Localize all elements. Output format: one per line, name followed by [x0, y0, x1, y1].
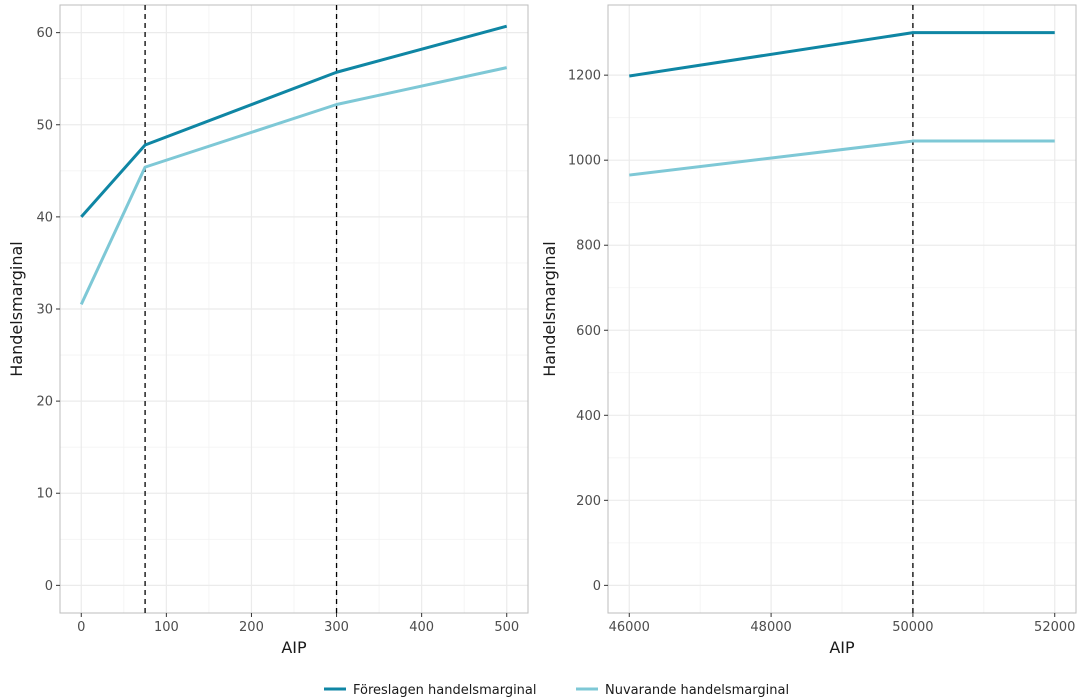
x-axis-title: AIP: [829, 638, 855, 657]
right-panel: 46000 48000 50000 52000 0 200 400 600 800 1000 120…: [540, 4, 1077, 657]
x-tick-label: 48000: [750, 620, 791, 635]
y-tick-label: 0: [593, 579, 601, 594]
y-tick-label: 0: [45, 579, 53, 594]
y-tick-label: 50: [36, 118, 53, 133]
x-tick-label: 300: [324, 620, 349, 635]
x-tick-label: 200: [239, 620, 264, 635]
y-tick-label: 400: [576, 409, 601, 424]
series-line-nuvarande: [629, 139, 1055, 177]
y-tick-label: 60: [36, 26, 53, 41]
y-axis-title: Handelsmarginal: [540, 241, 559, 376]
legend-label-nuvarande: Nuvarande handelsmarginal: [605, 683, 789, 698]
y-tick-label: 10: [36, 487, 53, 502]
x-tick-label: 400: [409, 620, 434, 635]
legend: Föreslagen handelsmarginal Nuvarande han…: [324, 683, 789, 698]
y-axis-title: Handelsmarginal: [7, 241, 26, 376]
y-tick-label: 1000: [568, 154, 601, 169]
x-tick-label: 500: [494, 620, 519, 635]
y-tick-label: 1200: [568, 69, 601, 84]
x-tick-label: 50000: [892, 620, 933, 635]
y-tick-label: 40: [36, 210, 53, 225]
x-tick-label: 100: [154, 620, 179, 635]
y-tick-label: 20: [36, 395, 53, 410]
panel-border: [607, 4, 1077, 614]
y-tick-label: 600: [576, 324, 601, 339]
series-line-nuvarande: [79, 66, 508, 306]
x-tick-label: 52000: [1034, 620, 1075, 635]
x-tick-label: 0: [77, 620, 85, 635]
legend-label-foreslagen: Föreslagen handelsmarginal: [353, 683, 537, 698]
y-tick-label: 800: [576, 239, 601, 254]
series-line-foreslagen: [629, 31, 1055, 78]
left-panel: 0 100 200 300 400 500 0 10 20 30 40 50 60 AIP Handelsm…: [7, 4, 529, 657]
y-tick-label: 30: [36, 303, 53, 318]
y-tick-label: 200: [576, 494, 601, 509]
x-axis-title: AIP: [281, 638, 307, 657]
series-line-foreslagen: [80, 24, 508, 218]
x-tick-label: 46000: [609, 620, 650, 635]
